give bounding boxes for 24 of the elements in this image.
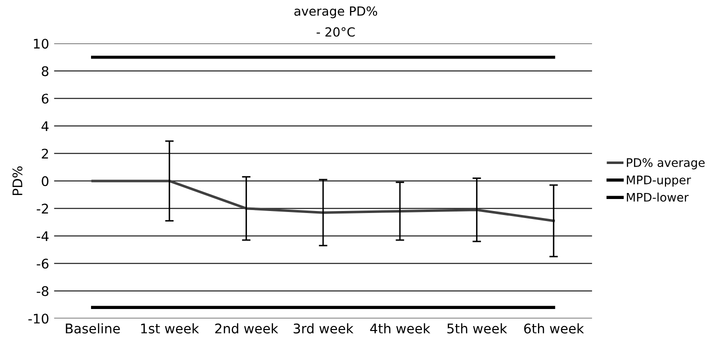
- x-tick-label: Baseline: [66, 323, 120, 334]
- x-tick-label: 6th week: [524, 323, 584, 334]
- chart-subtitle: - 20°C: [316, 27, 355, 37]
- y-tick-label: -4: [36, 231, 49, 241]
- y-axis-title: PD%: [12, 166, 22, 195]
- y-tick-label: 10: [34, 38, 48, 49]
- y-tick-label: -8: [36, 286, 48, 296]
- x-tick-label: 3rd week: [294, 323, 354, 334]
- chart-title: average PD%: [294, 6, 378, 18]
- x-tick-label: 2nd week: [215, 323, 278, 334]
- y-tick-label: -6: [36, 258, 48, 269]
- y-tick-label: -10: [28, 314, 48, 324]
- legend-label: MPD-upper: [626, 176, 691, 187]
- x-tick-label: 1st week: [141, 323, 200, 334]
- x-tick-label: 5th week: [447, 323, 508, 334]
- y-tick-label: 2: [42, 148, 48, 158]
- y-tick-label: 8: [42, 66, 48, 76]
- legend-label: MPD-lower: [626, 192, 689, 202]
- y-tick-label: 4: [42, 121, 49, 131]
- y-tick-label: -2: [36, 204, 48, 214]
- x-tick-label: 4th week: [370, 323, 430, 334]
- legend-label: PD% average: [626, 158, 705, 170]
- y-tick-label: 6: [42, 94, 48, 104]
- y-tick-label: 0: [42, 176, 48, 186]
